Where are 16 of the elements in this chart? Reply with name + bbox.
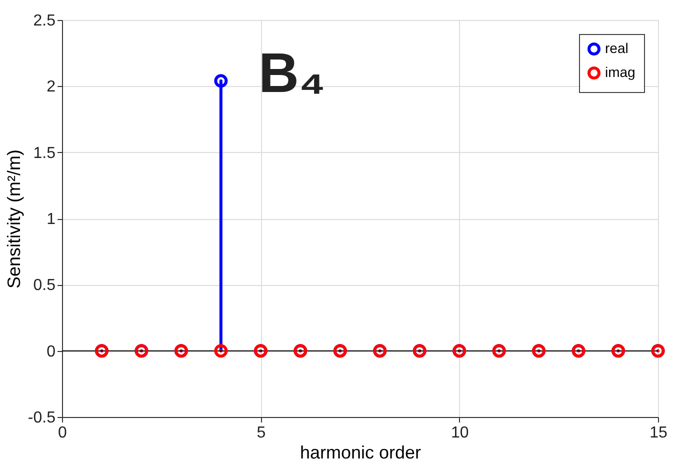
x-tick-label: 10 [450,424,469,442]
y-tick-label: 1 [46,211,56,228]
y-axis-title: Sensitivity (m²/m) [4,150,24,288]
legend-label: real [605,40,628,56]
y-tick-label: -0.5 [28,410,56,426]
legend-label: imag [605,64,636,80]
x-tick-label: 15 [650,424,668,442]
x-tick-label: 5 [256,424,266,442]
x-tick-label: 0 [58,424,68,442]
y-tick-label: 2.5 [33,12,56,30]
y-tick-label: 0 [46,343,56,360]
annotation: B₄ [258,41,326,104]
x-axis-title: harmonic order [300,442,422,462]
y-tick-label: 1.5 [33,144,56,162]
y-tick-label: 0.5 [33,277,56,294]
y-tick-label: 2 [46,78,56,96]
